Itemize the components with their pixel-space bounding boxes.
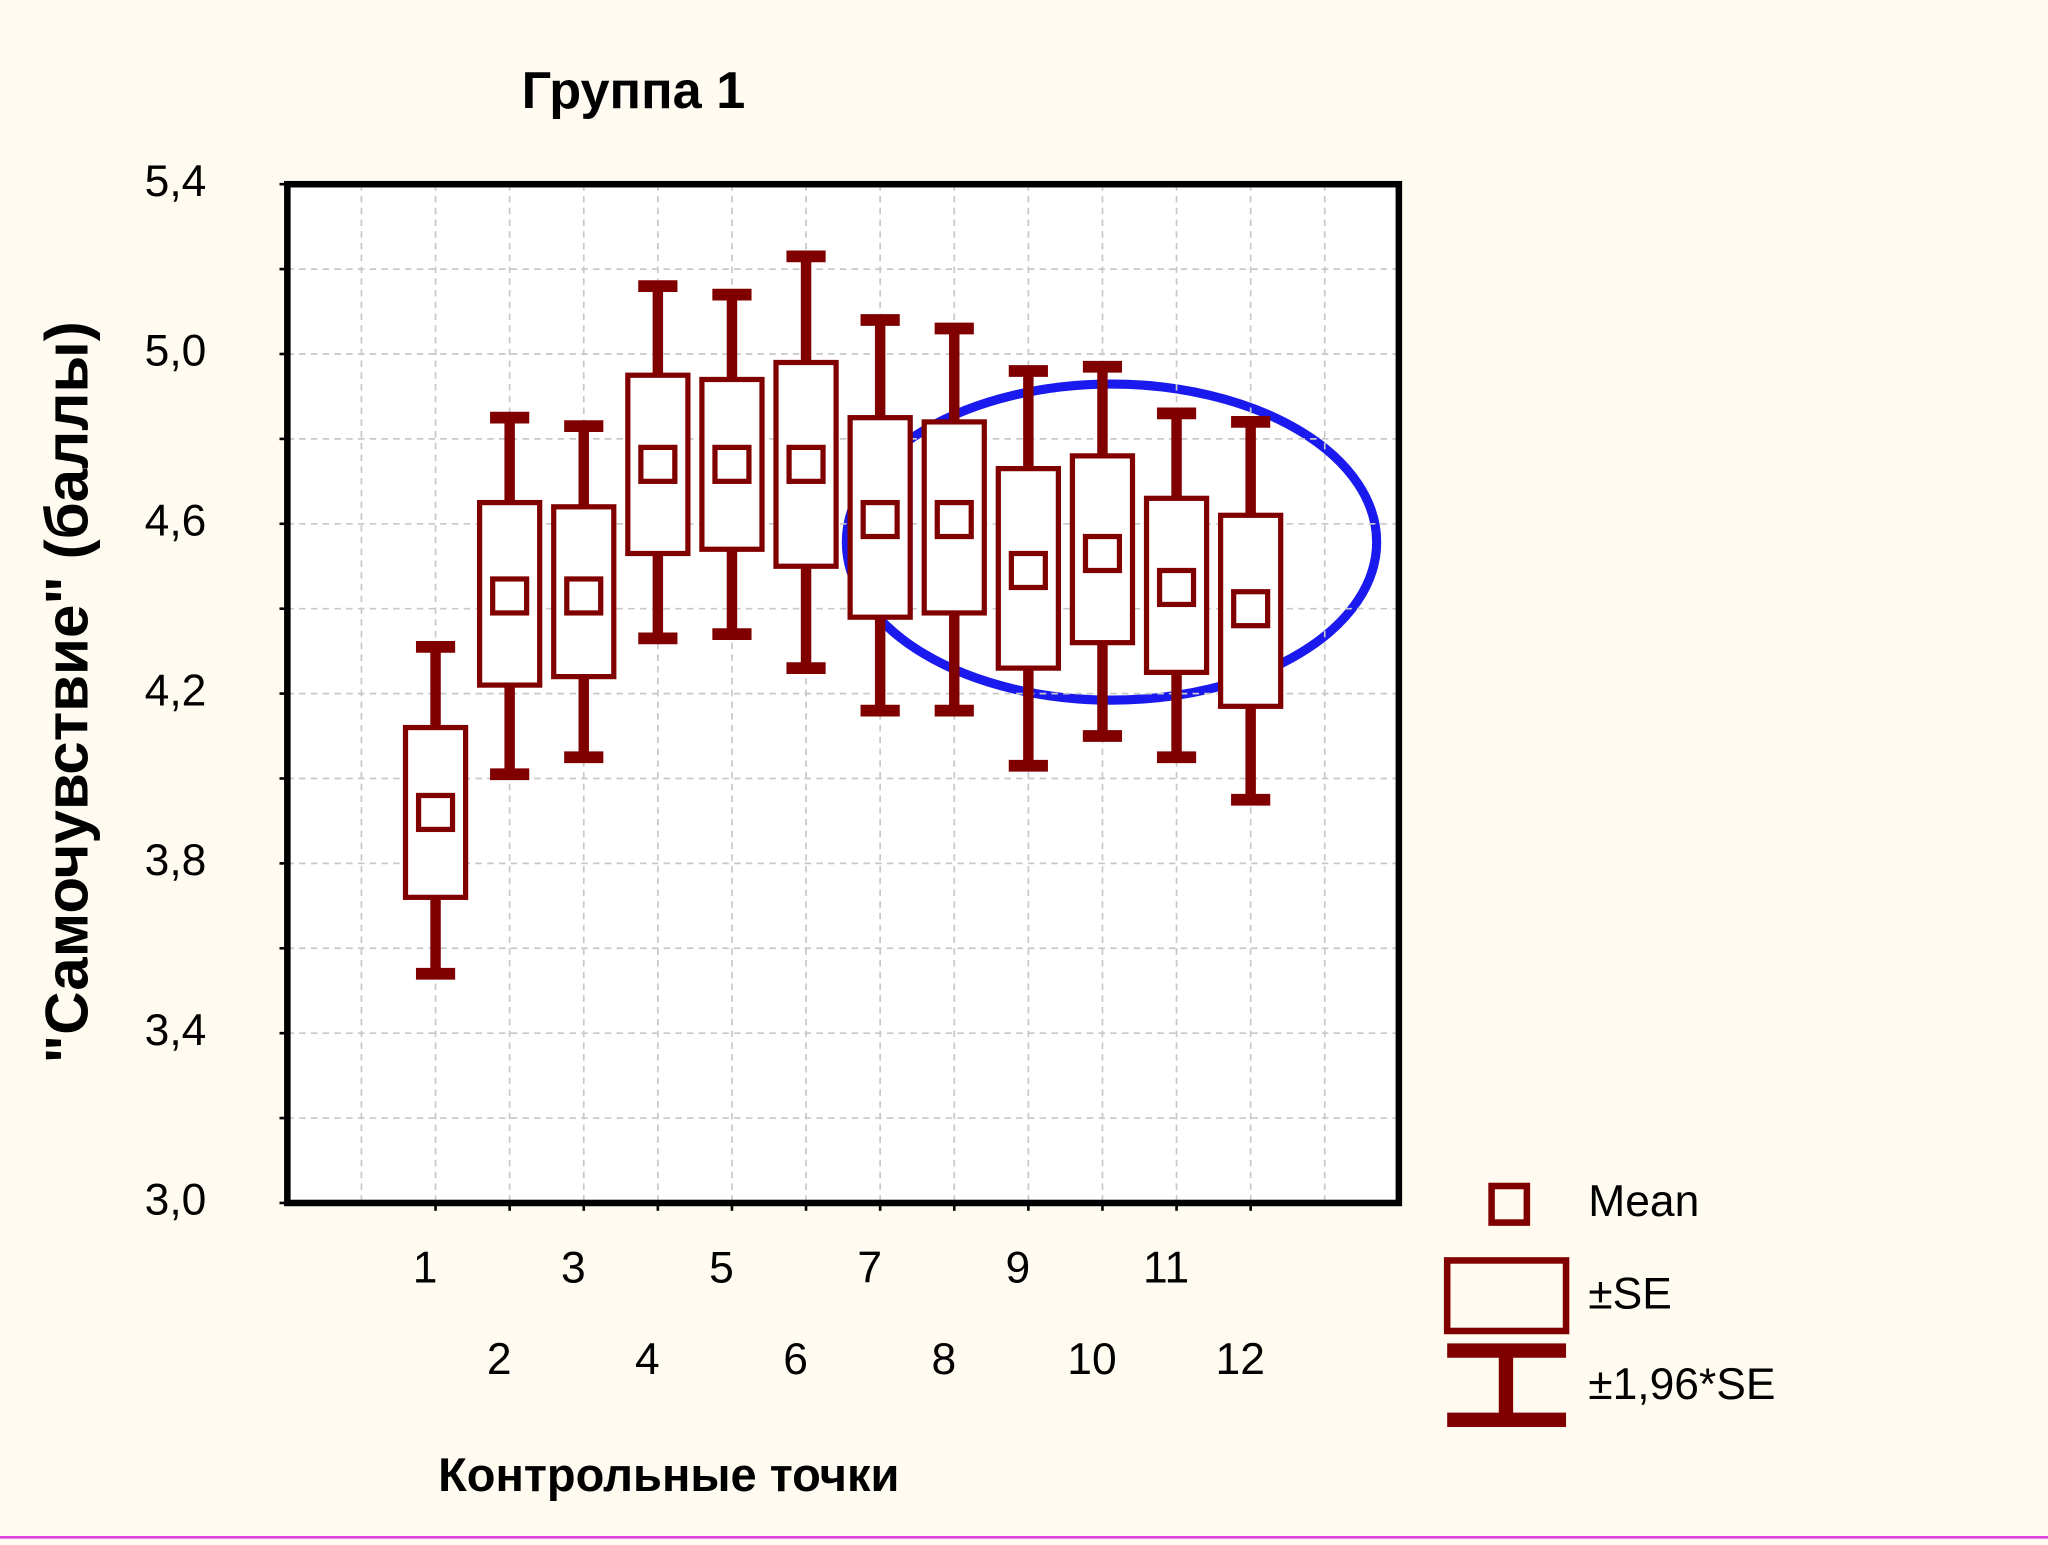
legend-label: Mean (1588, 1177, 1699, 1226)
legend-label: ±SE (1588, 1270, 1672, 1319)
y-tick-label: 3,8 (145, 836, 207, 885)
mean-marker (1082, 533, 1123, 574)
mean-marker (860, 499, 900, 540)
se-box (995, 465, 1062, 671)
se-box (1218, 512, 1284, 709)
mean-marker (415, 792, 456, 833)
y-tick-label: 4,2 (145, 666, 207, 715)
x-tick-label: 1 (413, 1244, 438, 1293)
mean-marker (1231, 589, 1271, 629)
mean-marker (934, 499, 974, 540)
x-axis-label: Контрольные точки (438, 1448, 899, 1501)
mean-marker (638, 444, 678, 484)
x-tick-label: 9 (1006, 1244, 1031, 1293)
y-tick-label: 4,6 (145, 497, 207, 546)
x-tick-label: 11 (1143, 1244, 1189, 1293)
chart-title: Группа 1 (522, 62, 746, 120)
mean-marker (1008, 550, 1048, 591)
legend-mean-icon (1488, 1182, 1531, 1226)
y-tick-label: 5,4 (145, 157, 207, 206)
x-tick-label: 7 (857, 1244, 882, 1293)
mean-marker (564, 576, 604, 616)
x-tick-label: 10 (1067, 1335, 1116, 1384)
y-tick-label: 3,4 (145, 1006, 207, 1055)
plot-frame (284, 180, 1403, 1207)
x-tick-label: 4 (635, 1335, 660, 1384)
y-tick-label: 5,0 (145, 327, 207, 376)
mean-marker (786, 444, 826, 484)
mean-marker (712, 444, 752, 484)
x-tick-label: 5 (709, 1244, 734, 1293)
y-tick-label: 3,0 (145, 1176, 207, 1225)
y-axis-label: "Самочувствие" (баллы) (34, 321, 101, 1063)
legend: Mean ±SE ±1,96*SE (1443, 1177, 1776, 1427)
x-tick-label: 6 (783, 1335, 808, 1384)
x-tick-label: 2 (487, 1335, 512, 1384)
highlight-ellipse (841, 379, 1382, 705)
x-tick-label: 8 (931, 1335, 956, 1384)
x-tick-label: 12 (1216, 1335, 1265, 1384)
x-tick-label: 3 (561, 1244, 586, 1293)
legend-label: ±1,96*SE (1588, 1360, 1775, 1409)
mean-marker (490, 576, 530, 616)
mean-marker (1156, 567, 1197, 608)
legend-se-icon (1443, 1257, 1570, 1335)
legend-ci-icon (1447, 1343, 1567, 1427)
